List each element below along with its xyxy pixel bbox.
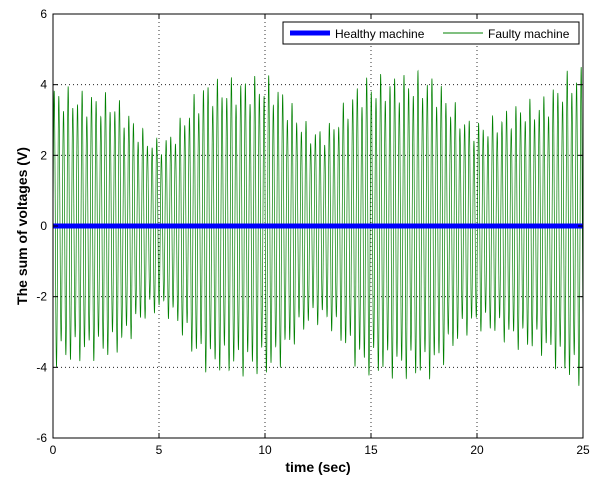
y-tick-label: 4 <box>40 78 47 92</box>
legend-box <box>282 21 580 45</box>
series-layer <box>52 67 584 386</box>
x-tick-label: 5 <box>156 443 163 457</box>
axis-ticks: 0 5 10 15 20 25 -6 -4 -2 0 2 4 6 <box>36 7 590 457</box>
x-tick-label: 15 <box>364 443 378 457</box>
legend: Healthy machine Faulty machine <box>282 21 580 45</box>
legend-label-healthy: Healthy machine <box>335 27 425 41</box>
y-tick-label: -6 <box>36 431 47 445</box>
y-tick-label: 2 <box>40 148 47 162</box>
x-tick-label: 20 <box>470 443 484 457</box>
y-tick-label: 6 <box>40 7 47 21</box>
y-tick-label: -2 <box>36 290 47 304</box>
y-axis-label: The sum of voltages (V) <box>14 147 30 305</box>
x-tick-label: 10 <box>258 443 272 457</box>
series-faulty-machine <box>52 67 584 386</box>
y-tick-label: 0 <box>40 219 47 233</box>
y-tick-label: -4 <box>36 360 47 374</box>
x-tick-label: 0 <box>50 443 57 457</box>
legend-label-faulty: Faulty machine <box>488 27 570 41</box>
x-axis-label: time (sec) <box>285 459 350 475</box>
x-tick-label: 25 <box>576 443 590 457</box>
